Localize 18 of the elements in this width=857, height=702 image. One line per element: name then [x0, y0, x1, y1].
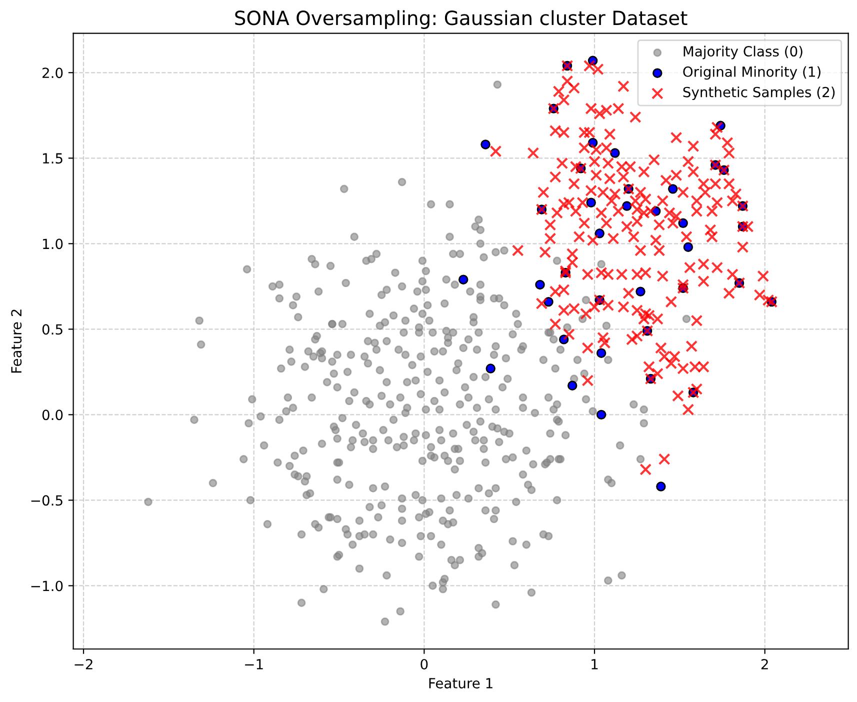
legend-label: Synthetic Samples (2)	[683, 86, 835, 100]
y-tick-label: 1.5	[43, 153, 62, 164]
x-axis-title: Feature 1	[429, 678, 492, 688]
y-tick-label: 0.0	[42, 410, 63, 420]
y-axis-title: Feature 2	[11, 310, 22, 373]
y-tick-label: 1.0	[43, 238, 63, 250]
y-tick-label: −0.5	[31, 495, 62, 506]
x-tick-label: 1	[592, 659, 598, 670]
legend-label: Original Minority (1)	[683, 66, 820, 80]
y-tick-label: 0.5	[42, 324, 62, 335]
legend-label: Majority Class (0)	[684, 46, 802, 60]
x-tick-label: −2	[74, 658, 92, 670]
x-tick-label: 2	[761, 658, 768, 670]
y-tick-label: −1.0	[31, 580, 63, 592]
y-tick-label: 2.0	[42, 68, 63, 78]
x-tick-label: −1	[245, 659, 263, 670]
chart-title: SONA Oversampling: Gaussian cluster Dataset	[235, 10, 688, 30]
x-tick-label: 0	[420, 658, 428, 670]
